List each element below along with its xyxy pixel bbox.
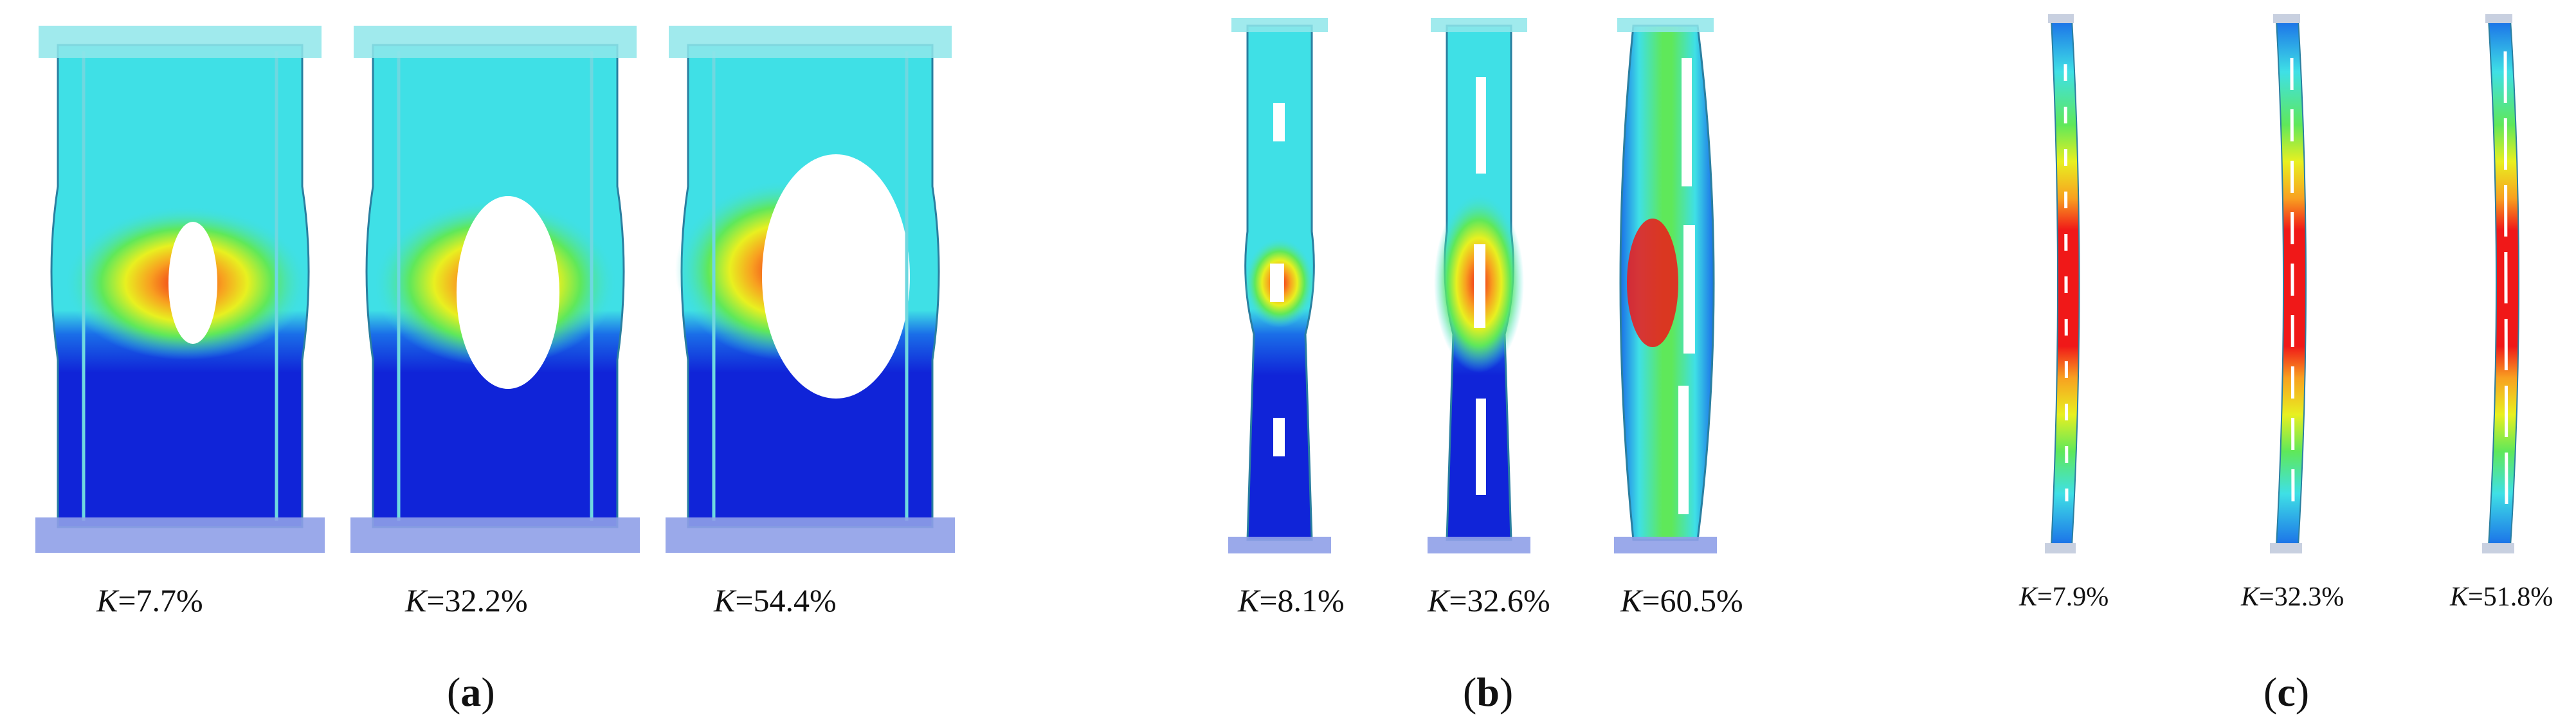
k-value-label: K=54.4% xyxy=(714,582,837,618)
stub-column-model xyxy=(35,26,325,553)
stub-column-model xyxy=(350,26,640,553)
panel-label-c: (c) xyxy=(2263,669,2310,715)
panel-label-b: (b) xyxy=(1463,669,1514,715)
k-value-label: K=32.6% xyxy=(1428,582,1550,618)
k-value-label: K=60.5% xyxy=(1620,582,1743,618)
panel-a-models xyxy=(35,26,955,553)
slender-column-model xyxy=(2482,14,2519,553)
slender-column-model xyxy=(2270,14,2307,553)
k-value-label: K=32.3% xyxy=(2241,582,2345,612)
k-value-label: K=8.1% xyxy=(1238,582,1345,618)
panel-b-models xyxy=(1228,18,1717,553)
intermediate-column-model xyxy=(1228,18,1331,553)
intermediate-column-model xyxy=(1428,18,1530,553)
k-value-label: K=7.7% xyxy=(96,582,203,618)
k-value-label: K=7.9% xyxy=(2019,582,2109,612)
slender-column-model xyxy=(2045,14,2080,553)
intermediate-column-model xyxy=(1614,18,1717,553)
stub-column-model xyxy=(666,26,955,553)
k-value-label: K=32.2% xyxy=(405,582,528,618)
panel-label-a: (a) xyxy=(447,669,495,715)
k-value-label: K=51.8% xyxy=(2450,582,2553,612)
panel-c-models xyxy=(2045,14,2519,553)
